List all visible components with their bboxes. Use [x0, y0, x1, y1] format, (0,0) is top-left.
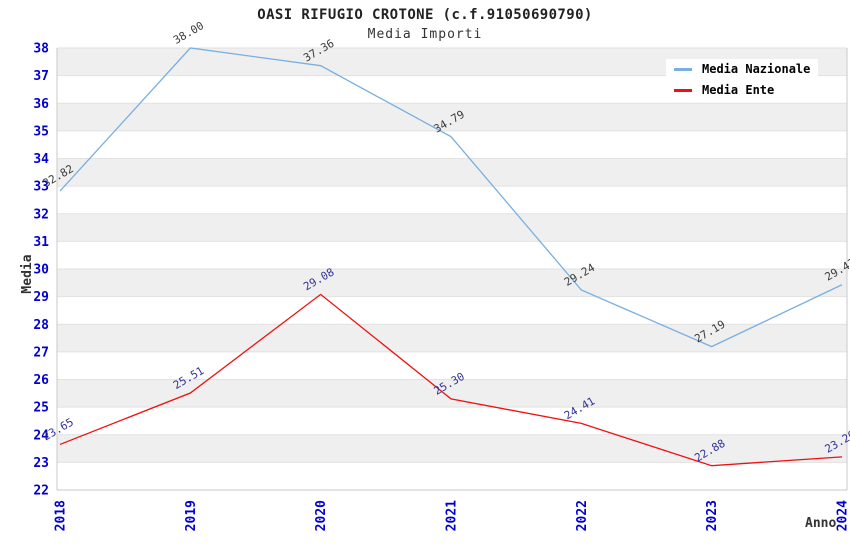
chart-title: OASI RIFUGIO CROTONE (c.f.91050690790) [257, 7, 593, 23]
y-tick-label: 28 [33, 318, 49, 333]
legend-swatch-media-ente [674, 88, 692, 92]
y-tick-label: 35 [33, 124, 49, 139]
plot-band [57, 269, 847, 297]
plot-band [57, 324, 847, 352]
legend: Media Nazionale Media Ente [666, 59, 819, 100]
plot-band [57, 213, 847, 242]
plot-band [57, 103, 847, 131]
x-axis-title: Anno [805, 516, 837, 531]
x-tick-label: 2018 [54, 500, 69, 531]
series-line-media-nazionale [59, 47, 843, 348]
x-tick-label: 2021 [445, 500, 460, 531]
y-tick-label: 27 [33, 345, 49, 360]
y-tick-label: 25 [33, 401, 49, 416]
y-tick-label: 33 [33, 180, 49, 195]
y-tick-label: 31 [33, 235, 49, 250]
plot-band [57, 434, 847, 463]
y-tick-label: 32 [33, 207, 49, 222]
y-axis-title: Media [20, 254, 35, 294]
legend-label-media-nazionale: Media Nazionale [702, 62, 811, 76]
y-tick-label: 38 [33, 42, 49, 57]
legend-swatch-media-nazionale [674, 67, 692, 71]
legend-item-media-ente: Media Ente [666, 80, 819, 100]
legend-label-media-ente: Media Ente [702, 83, 775, 97]
y-tick-label: 26 [33, 373, 49, 388]
y-tick-label: 30 [33, 263, 49, 278]
x-tick-label: 2022 [575, 500, 590, 531]
chart-subtitle: Media Importi [367, 27, 483, 42]
series-line-media-ente [59, 293, 843, 467]
x-tick-label: 2019 [184, 500, 199, 531]
y-tick-label: 23 [33, 456, 49, 471]
y-tick-label: 29 [33, 290, 49, 305]
y-tick-label: 22 [33, 484, 49, 499]
y-tick-label: 37 [33, 69, 49, 84]
x-tick-label: 2024 [836, 500, 850, 531]
y-tick-label: 34 [33, 152, 49, 167]
y-tick-label: 36 [33, 97, 49, 112]
x-tick-label: 2020 [314, 500, 329, 531]
y-tick-label: 24 [33, 428, 49, 443]
legend-item-media-nazionale: Media Nazionale [666, 59, 819, 79]
plot-band [57, 158, 847, 187]
data-label-media-nazionale: 38.00 [171, 19, 206, 47]
x-tick-label: 2023 [705, 500, 720, 531]
